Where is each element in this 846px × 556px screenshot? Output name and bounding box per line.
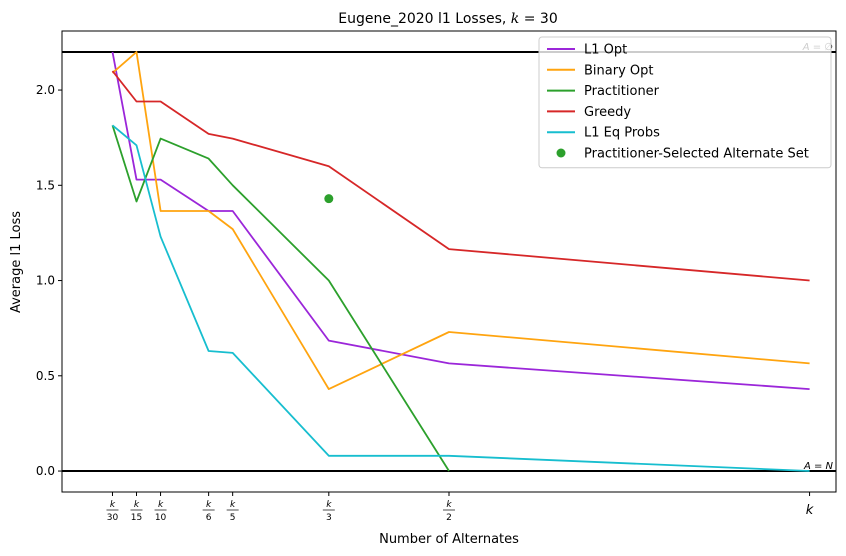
x-tick-label-7: k <box>806 503 814 518</box>
legend: L1 Opt Binary Opt Practitioner Greedy L1 Eq … <box>538 36 832 169</box>
legend-swatch-scatter <box>556 148 566 158</box>
y-tick-label-4: 2.0 <box>36 83 55 97</box>
scatter-points <box>324 194 334 204</box>
x-axis: k 30 k 15 k 10 k 6 k 5 k 3 k 2 k <box>106 492 814 523</box>
series-line-l1-opt <box>111 51 810 390</box>
x-tick-label-num-2: k <box>158 500 164 510</box>
x-tick-label-num-6: k <box>446 500 452 510</box>
y-tick-label-1: 0.5 <box>36 369 55 383</box>
legend-label-2: Practitioner <box>584 84 660 99</box>
legend-label-1: Binary Opt <box>584 63 654 78</box>
series-line-binary-opt <box>111 51 810 391</box>
x-axis-label: Number of Alternates <box>379 532 519 547</box>
x-tick-label-den-1: 15 <box>131 513 142 523</box>
legend-box <box>538 36 832 169</box>
x-tick-label-den-2: 10 <box>155 513 167 523</box>
y-tick-label-3: 1.5 <box>36 178 55 192</box>
series-line-l1-eq-probs <box>111 124 810 472</box>
x-tick-label-den-0: 30 <box>107 513 119 523</box>
legend-label-4: L1 Eq Probs <box>584 126 660 141</box>
x-tick-label-den-4: 5 <box>230 513 236 523</box>
y-axis-label: Average l1 Loss <box>9 211 24 313</box>
legend-label-0: L1 Opt <box>584 43 627 58</box>
x-tick-label-num-0: k <box>110 500 116 510</box>
x-tick-label-den-5: 3 <box>326 513 332 523</box>
series-lines <box>111 51 810 472</box>
x-tick-label-num-5: k <box>326 500 332 510</box>
y-tick-label-2: 1.0 <box>36 274 55 288</box>
x-tick-label-den-3: 6 <box>206 513 212 523</box>
y-axis: 0.0 0.5 1.0 1.5 2.0 <box>36 83 62 478</box>
x-tick-label-num-4: k <box>230 500 236 510</box>
reference-line-label-1: A = N <box>803 461 834 472</box>
x-tick-label-den-6: 2 <box>446 513 452 523</box>
legend-label-scatter: Practitioner-Selected Alternate Set <box>584 147 809 162</box>
y-tick-label-0: 0.0 <box>36 464 55 478</box>
legend-label-3: Greedy <box>584 105 631 120</box>
chart-title: Eugene_2020 l1 Losses, k = 30 <box>338 11 557 27</box>
x-tick-label-num-3: k <box>206 500 212 510</box>
x-tick-label-num-1: k <box>134 500 140 510</box>
series-line-greedy <box>111 70 810 282</box>
scatter-point-practitioner-selected <box>324 194 334 204</box>
series-line-practitioner <box>111 125 450 472</box>
